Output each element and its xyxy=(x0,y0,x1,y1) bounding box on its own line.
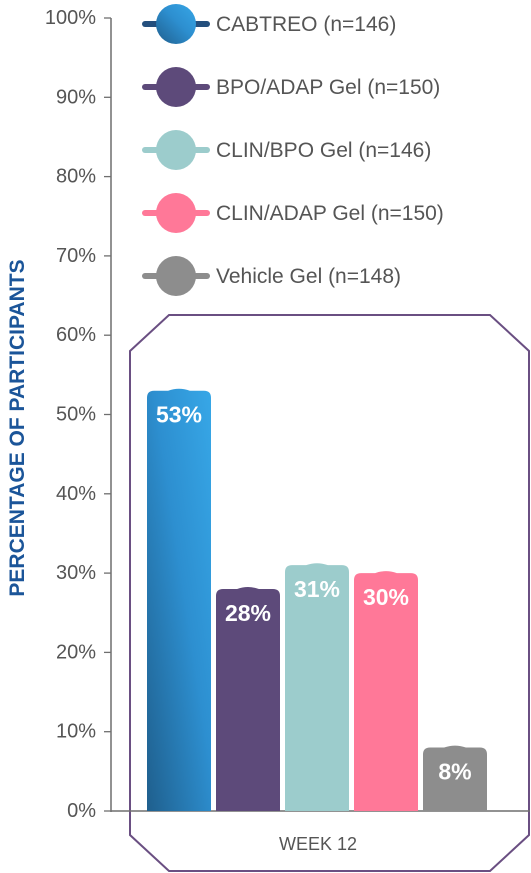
y-axis-title: PERCENTAGE OF PARTICIPANTS xyxy=(6,259,29,596)
legend-marker-dot xyxy=(156,256,196,296)
bar xyxy=(354,571,418,811)
y-tick-label: 10% xyxy=(56,721,96,743)
week-frame xyxy=(129,314,530,872)
y-tick-label: 60% xyxy=(56,324,96,346)
y-tick-label: 50% xyxy=(56,404,96,426)
bar-value-label: 8% xyxy=(438,759,471,785)
y-tick-label: 80% xyxy=(56,166,96,188)
bar xyxy=(285,563,349,811)
legend-label: BPO/ADAP Gel (n=150) xyxy=(216,76,440,99)
legend-marker-dot xyxy=(156,130,196,170)
y-tick-label: 20% xyxy=(56,641,96,663)
legend-label: CLIN/ADAP Gel (n=150) xyxy=(216,202,444,225)
bar-value-label: 28% xyxy=(225,600,271,626)
legend-label: CABTREO (n=146) xyxy=(216,13,396,36)
y-tick-label: 100% xyxy=(45,7,96,29)
legend-marker-dot xyxy=(156,193,196,233)
legend-marker-dot xyxy=(156,67,196,107)
bar xyxy=(216,587,280,811)
y-tick-label: 70% xyxy=(56,245,96,267)
bar-value-label: 31% xyxy=(294,576,340,602)
y-tick-label: 0% xyxy=(67,800,96,822)
y-tick-label: 30% xyxy=(56,562,96,584)
legend-label: CLIN/BPO Gel (n=146) xyxy=(216,139,431,162)
bar xyxy=(147,388,211,811)
y-tick-label: 40% xyxy=(56,483,96,505)
bar-value-label: 30% xyxy=(363,584,409,610)
legend-label: Vehicle Gel (n=148) xyxy=(216,265,401,288)
bar-value-label: 53% xyxy=(156,402,202,428)
y-tick-label: 90% xyxy=(56,86,96,108)
x-category-label: WEEK 12 xyxy=(279,834,357,854)
bar xyxy=(423,745,487,811)
legend-marker-dot xyxy=(156,4,196,44)
